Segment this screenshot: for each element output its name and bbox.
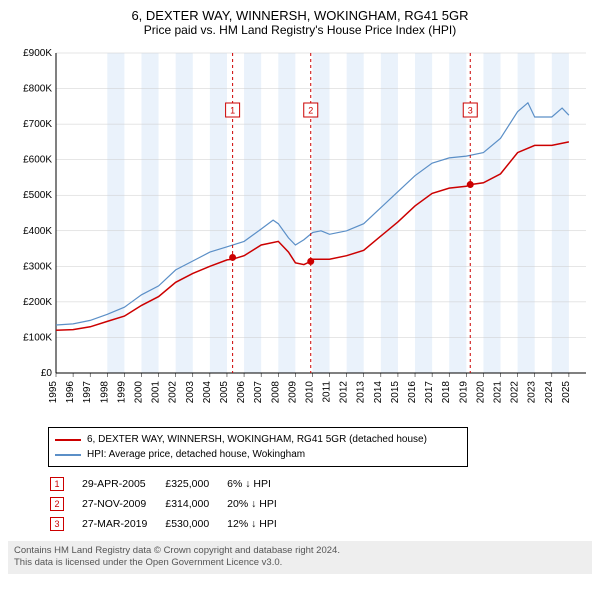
legend-label: 6, DEXTER WAY, WINNERSH, WOKINGHAM, RG41… [87, 432, 427, 447]
marker-box-icon: 3 [50, 517, 64, 531]
svg-text:2022: 2022 [510, 381, 521, 404]
legend-swatch [55, 454, 81, 456]
transaction-date: 27-NOV-2009 [82, 495, 163, 513]
svg-text:2015: 2015 [390, 381, 401, 404]
chart-container: 6, DEXTER WAY, WINNERSH, WOKINGHAM, RG41… [0, 0, 600, 578]
svg-text:2009: 2009 [287, 381, 298, 404]
transaction-table: 1 29-APR-2005£325,0006% ↓ HPI 2 27-NOV-2009… [48, 473, 295, 535]
svg-text:2016: 2016 [407, 381, 418, 404]
svg-text:2000: 2000 [133, 381, 144, 404]
svg-text:1995: 1995 [48, 381, 59, 404]
svg-text:2007: 2007 [253, 381, 264, 404]
svg-text:£900K: £900K [23, 48, 52, 59]
legend-swatch [55, 439, 81, 441]
svg-text:2004: 2004 [202, 381, 213, 404]
svg-text:2024: 2024 [544, 381, 555, 404]
svg-text:3: 3 [468, 105, 473, 115]
legend-row: 6, DEXTER WAY, WINNERSH, WOKINGHAM, RG41… [55, 432, 461, 447]
chart-plot-area: £0 £100K £200K £300K £400K £500K £600K £700K £80… [8, 43, 592, 423]
transaction-delta: 6% ↓ HPI [227, 475, 293, 493]
svg-text:2012: 2012 [339, 381, 350, 404]
svg-text:2014: 2014 [373, 381, 384, 404]
svg-text:1996: 1996 [65, 381, 76, 404]
transaction-delta: 12% ↓ HPI [227, 515, 293, 533]
legend: 6, DEXTER WAY, WINNERSH, WOKINGHAM, RG41… [48, 427, 468, 467]
svg-text:2003: 2003 [185, 381, 196, 404]
svg-text:£400K: £400K [23, 226, 52, 237]
transaction-price: £325,000 [165, 475, 225, 493]
svg-text:2018: 2018 [441, 381, 452, 404]
chart-subtitle: Price paid vs. HM Land Registry's House … [8, 23, 592, 37]
svg-text:2017: 2017 [424, 381, 435, 404]
svg-text:2008: 2008 [270, 381, 281, 404]
svg-text:2019: 2019 [458, 381, 469, 404]
marker-box-icon: 1 [50, 477, 64, 491]
svg-text:1: 1 [230, 105, 235, 115]
footer-line-2: This data is licensed under the Open Gov… [14, 557, 586, 569]
svg-text:2002: 2002 [168, 381, 179, 404]
svg-text:£100K: £100K [23, 332, 52, 343]
transaction-delta: 20% ↓ HPI [227, 495, 293, 513]
svg-text:£800K: £800K [23, 84, 52, 95]
svg-text:1999: 1999 [116, 381, 127, 404]
svg-text:£0: £0 [41, 368, 53, 379]
svg-text:2025: 2025 [561, 381, 572, 404]
svg-text:1997: 1997 [82, 381, 93, 404]
transaction-row: 2 27-NOV-2009£314,00020% ↓ HPI [50, 495, 293, 513]
legend-row: HPI: Average price, detached house, Woki… [55, 447, 461, 462]
svg-text:1998: 1998 [99, 381, 110, 404]
svg-text:2013: 2013 [356, 381, 367, 404]
svg-text:£700K: £700K [23, 119, 52, 130]
marker-box-icon: 2 [50, 497, 64, 511]
transaction-row: 3 27-MAR-2019£530,00012% ↓ HPI [50, 515, 293, 533]
svg-text:2001: 2001 [151, 381, 162, 404]
svg-text:£300K: £300K [23, 261, 52, 272]
svg-text:2020: 2020 [475, 381, 486, 404]
svg-text:2011: 2011 [322, 381, 333, 403]
footer-attribution: Contains HM Land Registry data © Crown c… [8, 541, 592, 574]
svg-text:£200K: £200K [23, 297, 52, 308]
legend-label: HPI: Average price, detached house, Woki… [87, 447, 305, 462]
chart-title: 6, DEXTER WAY, WINNERSH, WOKINGHAM, RG41… [8, 8, 592, 23]
svg-text:2010: 2010 [304, 381, 315, 404]
transaction-date: 27-MAR-2019 [82, 515, 163, 533]
footer-line-1: Contains HM Land Registry data © Crown c… [14, 545, 586, 557]
transaction-price: £530,000 [165, 515, 225, 533]
line-chart-svg: £0 £100K £200K £300K £400K £500K £600K £700K £80… [8, 43, 592, 423]
svg-text:£500K: £500K [23, 190, 52, 201]
transaction-price: £314,000 [165, 495, 225, 513]
svg-text:2006: 2006 [236, 381, 247, 404]
transaction-row: 1 29-APR-2005£325,0006% ↓ HPI [50, 475, 293, 493]
svg-text:£600K: £600K [23, 155, 52, 166]
svg-text:2021: 2021 [493, 381, 504, 404]
transaction-date: 29-APR-2005 [82, 475, 163, 493]
svg-text:2023: 2023 [527, 381, 538, 404]
svg-text:2: 2 [308, 105, 313, 115]
svg-text:2005: 2005 [219, 381, 230, 404]
